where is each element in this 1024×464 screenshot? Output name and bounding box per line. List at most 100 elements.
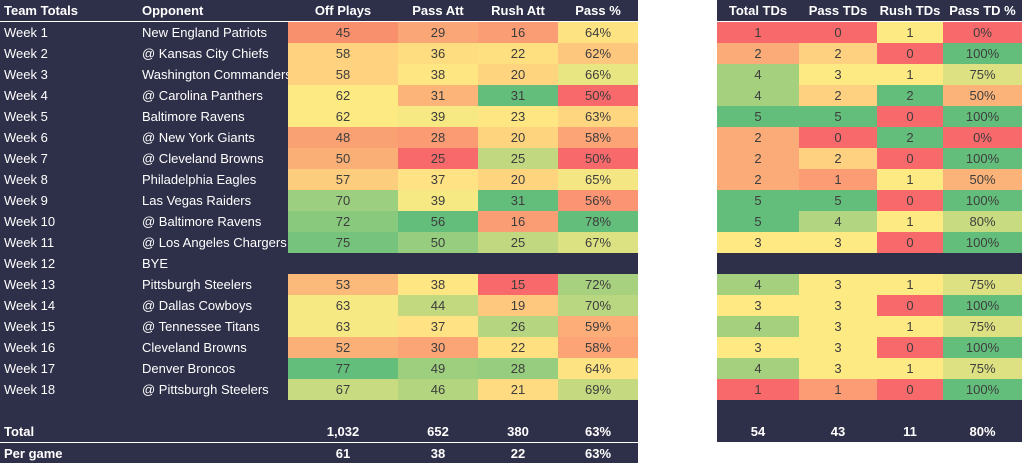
- right-header-row: Total TDs Pass TDs Rush TDs Pass TD %: [717, 0, 1022, 22]
- opponent-cell: @ Dallas Cowboys: [142, 295, 288, 316]
- pass-td-pct-cell: 100%: [943, 232, 1022, 253]
- off-plays-cell: 63: [288, 295, 398, 316]
- off-plays-cell: 45: [288, 22, 398, 44]
- header-rush-tds: Rush TDs: [877, 0, 943, 22]
- table-row: [717, 253, 1022, 274]
- pass-tds-cell: 0: [799, 127, 877, 148]
- opponent-cell: @ Carolina Panthers: [142, 85, 288, 106]
- left-header-row: Team Totals Opponent Off Plays Pass Att …: [0, 0, 638, 22]
- pass-td-pct-cell: 75%: [943, 64, 1022, 85]
- pass-tds-cell: 3: [799, 316, 877, 337]
- total-tds-cell: 3: [717, 232, 799, 253]
- pass-tds-cell: 2: [799, 85, 877, 106]
- pass-pct-cell: 56%: [558, 190, 638, 211]
- rush-att-cell: 21: [478, 379, 558, 400]
- pass-td-pct-cell: 0%: [943, 22, 1022, 44]
- opponent-cell: Philadelphia Eagles: [142, 169, 288, 190]
- total-tds-cell: 2: [717, 148, 799, 169]
- rush-att-cell: 31: [478, 190, 558, 211]
- per-game-rush-att-cell: 22: [478, 443, 558, 464]
- spacer-cell: [0, 400, 142, 421]
- rush-att-cell: 23: [478, 106, 558, 127]
- opponent-cell: Las Vegas Raiders: [142, 190, 288, 211]
- opponent-cell: Washington Commanders: [142, 64, 288, 85]
- pass-att-cell: 38: [398, 274, 478, 295]
- week-cell: Week 9: [0, 190, 142, 211]
- offense-summary-panel: Team Totals Opponent Off Plays Pass Att …: [0, 0, 638, 463]
- pass-pct-cell: 64%: [558, 22, 638, 44]
- pass-pct-cell: 58%: [558, 127, 638, 148]
- pass-tds-cell: 3: [799, 295, 877, 316]
- pass-pct-cell: 78%: [558, 211, 638, 232]
- pass-tds-cell: 1: [799, 379, 877, 400]
- header-total-tds: Total TDs: [717, 0, 799, 22]
- off-plays-cell: 50: [288, 148, 398, 169]
- opponent-cell: @ New York Giants: [142, 127, 288, 148]
- rush-att-cell: 16: [478, 22, 558, 44]
- pass-td-pct-cell: 0%: [943, 127, 1022, 148]
- spacer-row: [0, 400, 638, 421]
- rush-att-cell: 26: [478, 316, 558, 337]
- per-game-pass-pct-cell: 63%: [558, 443, 638, 464]
- rush-tds-cell: 0: [877, 190, 943, 211]
- pass-pct-cell: 66%: [558, 64, 638, 85]
- pass-tds-cell: 3: [799, 64, 877, 85]
- pass-att-cell: 39: [398, 190, 478, 211]
- pass-tds-cell: 0: [799, 22, 877, 44]
- off-plays-cell: 63: [288, 316, 398, 337]
- pass-pct-cell: 72%: [558, 274, 638, 295]
- spacer-cell: [717, 400, 799, 421]
- pass-pct-cell: 58%: [558, 337, 638, 358]
- total-tds-cell: 5: [717, 190, 799, 211]
- rush-tds-cell: 1: [877, 64, 943, 85]
- rush-att-cell: 22: [478, 337, 558, 358]
- off-plays-cell: 70: [288, 190, 398, 211]
- spacer-cell: [877, 400, 943, 421]
- pass-tds-cell: [799, 253, 877, 274]
- pass-td-pct-cell: 100%: [943, 379, 1022, 400]
- per-game-off-plays-cell: 61: [288, 443, 398, 464]
- pass-td-pct-cell: [943, 253, 1022, 274]
- pass-td-pct-cell: 100%: [943, 295, 1022, 316]
- week-cell: Week 6: [0, 127, 142, 148]
- pass-tds-cell: 3: [799, 232, 877, 253]
- pass-att-cell: 37: [398, 169, 478, 190]
- week-cell: Week 18: [0, 379, 142, 400]
- pass-att-cell: 46: [398, 379, 478, 400]
- per-game-pass-att-cell: 38: [398, 443, 478, 464]
- total-tds-cell: 2: [717, 43, 799, 64]
- rush-tds-cell: 1: [877, 211, 943, 232]
- header-pass-tds: Pass TDs: [799, 0, 877, 22]
- total-tds-cell: 2: [717, 169, 799, 190]
- rush-tds-cell: 0: [877, 295, 943, 316]
- pass-att-cell: 29: [398, 22, 478, 44]
- week-cell: Week 17: [0, 358, 142, 379]
- pass-td-pct-cell: 100%: [943, 148, 1022, 169]
- pass-tds-cell: 1: [799, 169, 877, 190]
- off-plays-cell: 72: [288, 211, 398, 232]
- pass-att-cell: 37: [398, 316, 478, 337]
- pass-tds-cell: 2: [799, 148, 877, 169]
- pass-tds-cell: 3: [799, 337, 877, 358]
- total-label: Total: [0, 421, 142, 443]
- pass-tds-cell: 3: [799, 358, 877, 379]
- off-plays-cell: 62: [288, 85, 398, 106]
- rush-att-cell: 19: [478, 295, 558, 316]
- header-off-plays: Off Plays: [288, 0, 398, 22]
- pass-att-cell: 38: [398, 64, 478, 85]
- pass-pct-cell: 70%: [558, 295, 638, 316]
- rush-tds-cell: 1: [877, 274, 943, 295]
